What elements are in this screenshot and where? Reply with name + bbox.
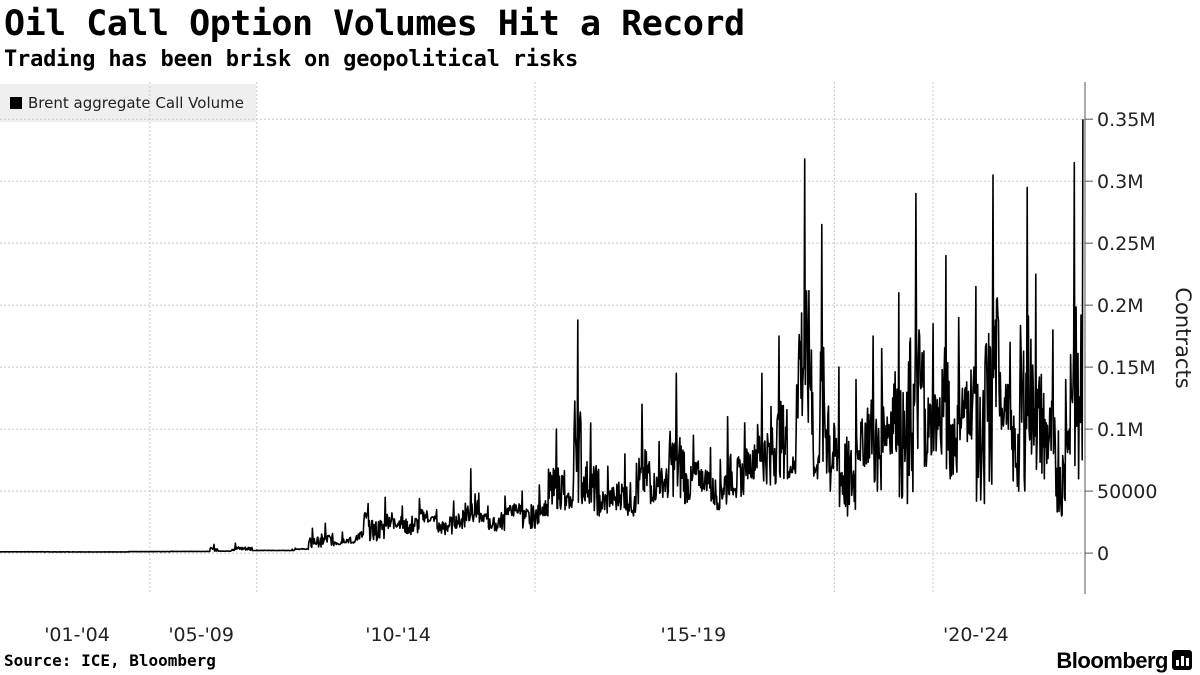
y-tick-label: 50000 [1097, 481, 1157, 503]
y-tick-label: 0.1M [1097, 419, 1144, 441]
x-tick-label: '05-'09 [168, 624, 234, 646]
source-note: Source: ICE, Bloomberg [4, 651, 216, 670]
chart-legend[interactable]: Brent aggregate Call Volume [0, 84, 256, 122]
y-tick-label: 0.15M [1097, 357, 1156, 379]
y-tick-label: 0.35M [1097, 109, 1156, 131]
y-tick-label: 0 [1097, 543, 1109, 565]
y-axis: 0 50000 0.1M 0.15M 0.2M 0.25M 0.3M 0.35M [1084, 82, 1157, 594]
x-tick-label: '15-'19 [661, 624, 727, 646]
bloomberg-terminal-icon [1172, 650, 1192, 670]
x-axis-labels: '01-'04 '05-'09 '10-'14 '15-'19 '20-'24 [44, 624, 1008, 646]
y-axis-title: Contracts [1171, 287, 1195, 388]
legend-label: Brent aggregate Call Volume [28, 94, 244, 112]
x-tick-label: '20-'24 [943, 624, 1009, 646]
chart-subtitle: Trading has been brisk on geopolitical r… [4, 47, 578, 72]
chart-title: Oil Call Option Volumes Hit a Record [4, 4, 745, 44]
x-tick-label: '01-'04 [44, 624, 110, 646]
x-tick-label: '10-'14 [365, 624, 431, 646]
grid-lines [0, 82, 1085, 594]
series-layer [0, 119, 1084, 553]
y-tick-label: 0.2M [1097, 295, 1144, 317]
series-line [0, 119, 1084, 553]
y-tick-label: 0.3M [1097, 171, 1144, 193]
brand-logo: Bloomberg [1056, 648, 1168, 673]
legend-swatch [10, 97, 22, 109]
y-tick-label: 0.25M [1097, 233, 1156, 255]
